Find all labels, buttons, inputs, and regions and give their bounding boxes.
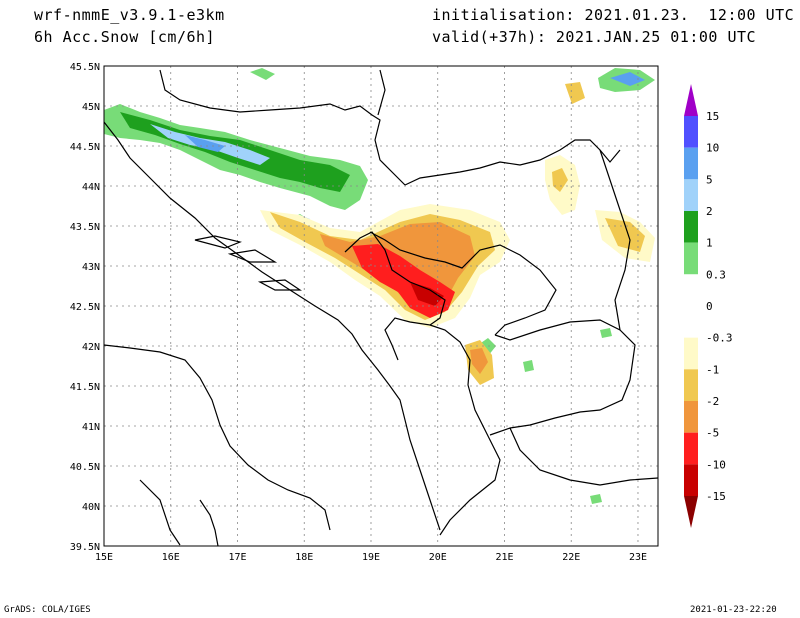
lat-tick-label: 45.5N (70, 62, 100, 73)
snow-field (104, 68, 655, 504)
italy-coast (104, 344, 331, 531)
adriatic-coast (104, 121, 441, 531)
serbia-border (404, 139, 621, 186)
colorbar-segment (684, 464, 698, 496)
init-time: initialisation: 2021.01.23. 12:00 UTC (432, 6, 795, 24)
latitude-labels: 39.5N 40N 40.5N 41N 41.5N 42N 42.5N 43N 43.5N 44N… (70, 62, 100, 553)
lat-tick-label: 44.5N (70, 142, 100, 153)
colorbar-segment (684, 432, 698, 465)
montenegro-border (344, 231, 446, 361)
island-3 (257, 279, 302, 291)
colorbar-label: 15 (706, 110, 719, 123)
grid-lines (104, 66, 658, 546)
map-area (104, 66, 658, 546)
albania-border (429, 324, 501, 536)
lat-tick-label: 42N (82, 342, 100, 353)
colorbar-segment (684, 179, 698, 211)
italy-heel (199, 499, 219, 546)
north-border (377, 69, 386, 116)
lat-tick-label: 41N (82, 422, 100, 433)
colorbar-segment (684, 274, 698, 306)
colorbar-label: -0.3 (706, 332, 733, 345)
bulgaria-border (599, 149, 631, 331)
colorbar-segment (684, 369, 698, 401)
colorbar-segment (684, 306, 698, 338)
map-frame (103, 65, 659, 547)
lon-tick-label: 22E (562, 552, 580, 563)
lat-tick-label: 40.5N (70, 462, 100, 473)
lon-tick-label: 15E (95, 552, 113, 563)
lon-tick-label: 16E (162, 552, 180, 563)
colorbar-segment (684, 401, 698, 433)
colorbar: 15 10 5 2 1 0.3 0 -0.3 -1 -2 -5 -10 -15 (684, 84, 733, 528)
colorbar-segment (684, 211, 698, 243)
colorbar-label: 10 (706, 142, 719, 155)
greece-border (509, 427, 658, 486)
colorbar-label: 0.3 (706, 268, 726, 281)
colorbar-label: 5 (706, 173, 713, 186)
variable-title: 6h Acc.Snow [cm/6h] (34, 28, 216, 46)
lat-tick-label: 39.5N (70, 542, 100, 553)
lat-tick-label: 43.5N (70, 222, 100, 233)
lat-tick-label: 41.5N (70, 382, 100, 393)
colorbar-segment (684, 116, 698, 148)
negative-field (260, 82, 655, 385)
italy-coast-south (139, 479, 181, 546)
colorbar-top-arrow (684, 84, 698, 116)
colorbar-label: -1 (706, 363, 719, 376)
footer-software: GrADS: COLA/IGES (4, 605, 91, 615)
colorbar-segment (684, 242, 698, 275)
macedonia-border (489, 319, 636, 436)
lon-tick-label: 18E (295, 552, 313, 563)
colorbar-bottom-arrow (684, 496, 698, 528)
model-title: wrf-nmmE_v3.9.1-e3km (34, 6, 225, 24)
lon-tick-label: 20E (429, 552, 447, 563)
colorbar-label: -5 (706, 427, 719, 440)
colorbar-label: 0 (706, 300, 713, 313)
colorbar-segment (684, 337, 698, 370)
colorbar-segment (684, 147, 698, 180)
colorbar-label: 2 (706, 205, 713, 218)
longitude-labels: 15E 16E 17E 18E 19E 20E 21E 22E 23E (95, 552, 647, 563)
lat-tick-label: 45N (82, 102, 100, 113)
lon-tick-label: 23E (629, 552, 647, 563)
lon-tick-label: 19E (362, 552, 380, 563)
lon-tick-label: 21E (495, 552, 513, 563)
croatia-border (159, 69, 406, 186)
lat-tick-label: 43N (82, 262, 100, 273)
kosovo-border (369, 231, 557, 336)
island-1 (194, 235, 242, 249)
lat-tick-label: 42.5N (70, 302, 100, 313)
borders (104, 69, 658, 546)
island-2 (227, 249, 278, 263)
lat-tick-label: 44N (82, 182, 100, 193)
colorbar-label: -10 (706, 458, 726, 471)
lon-tick-label: 17E (228, 552, 246, 563)
colorbar-label: 1 (706, 237, 713, 250)
colorbar-label: -15 (706, 490, 726, 503)
footer-timestamp: 2021-01-23-22:20 (690, 605, 777, 615)
colorbar-label: -2 (706, 395, 719, 408)
lat-tick-label: 40N (82, 502, 100, 513)
valid-time: valid(+37h): 2021.JAN.25 01:00 UTC (432, 28, 757, 46)
